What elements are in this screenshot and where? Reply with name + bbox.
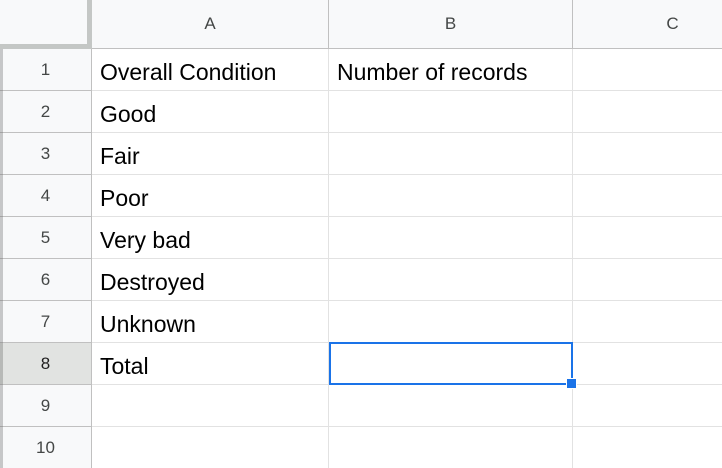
cell-b10[interactable] <box>329 427 573 468</box>
fill-handle[interactable] <box>566 378 577 389</box>
cell-c3[interactable] <box>573 133 722 175</box>
cell-c4[interactable] <box>573 175 722 217</box>
cell-a2[interactable]: Good <box>92 91 329 133</box>
column-header-a[interactable]: A <box>92 0 329 49</box>
cell-a6[interactable]: Destroyed <box>92 259 329 301</box>
row-header-10[interactable]: 10 <box>0 427 92 468</box>
row-header-3[interactable]: 3 <box>0 133 92 175</box>
cell-a3[interactable]: Fair <box>92 133 329 175</box>
cell-c10[interactable] <box>573 427 722 468</box>
cell-b4[interactable] <box>329 175 573 217</box>
row-header-2[interactable]: 2 <box>0 91 92 133</box>
cell-b1[interactable]: Number of records <box>329 49 573 91</box>
cell-a5[interactable]: Very bad <box>92 217 329 259</box>
cell-b5[interactable] <box>329 217 573 259</box>
select-all-corner[interactable] <box>0 0 92 49</box>
column-header-b[interactable]: B <box>329 0 573 49</box>
cell-c5[interactable] <box>573 217 722 259</box>
cell-a9[interactable] <box>92 385 329 427</box>
cell-b2[interactable] <box>329 91 573 133</box>
window-left-edge <box>0 49 3 468</box>
cell-c8[interactable] <box>573 343 722 385</box>
frozen-column-divider[interactable] <box>87 0 92 49</box>
cell-c7[interactable] <box>573 301 722 343</box>
row-header-8[interactable]: 8 <box>0 343 92 385</box>
row-header-5[interactable]: 5 <box>0 217 92 259</box>
cell-b3[interactable] <box>329 133 573 175</box>
cell-b8[interactable] <box>329 343 573 385</box>
cell-a8[interactable]: Total <box>92 343 329 385</box>
cell-a4[interactable]: Poor <box>92 175 329 217</box>
cell-b7[interactable] <box>329 301 573 343</box>
row-header-6[interactable]: 6 <box>0 259 92 301</box>
cell-a10[interactable] <box>92 427 329 468</box>
cell-a1[interactable]: Overall Condition <box>92 49 329 91</box>
cell-a7[interactable]: Unknown <box>92 301 329 343</box>
cell-c6[interactable] <box>573 259 722 301</box>
column-header-c[interactable]: C <box>573 0 722 49</box>
row-header-4[interactable]: 4 <box>0 175 92 217</box>
frozen-row-divider[interactable] <box>0 44 92 49</box>
cell-b9[interactable] <box>329 385 573 427</box>
cell-c9[interactable] <box>573 385 722 427</box>
cell-c2[interactable] <box>573 91 722 133</box>
row-header-9[interactable]: 9 <box>0 385 92 427</box>
row-header-7[interactable]: 7 <box>0 301 92 343</box>
cell-c1[interactable] <box>573 49 722 91</box>
cell-b6[interactable] <box>329 259 573 301</box>
row-header-1[interactable]: 1 <box>0 49 92 91</box>
